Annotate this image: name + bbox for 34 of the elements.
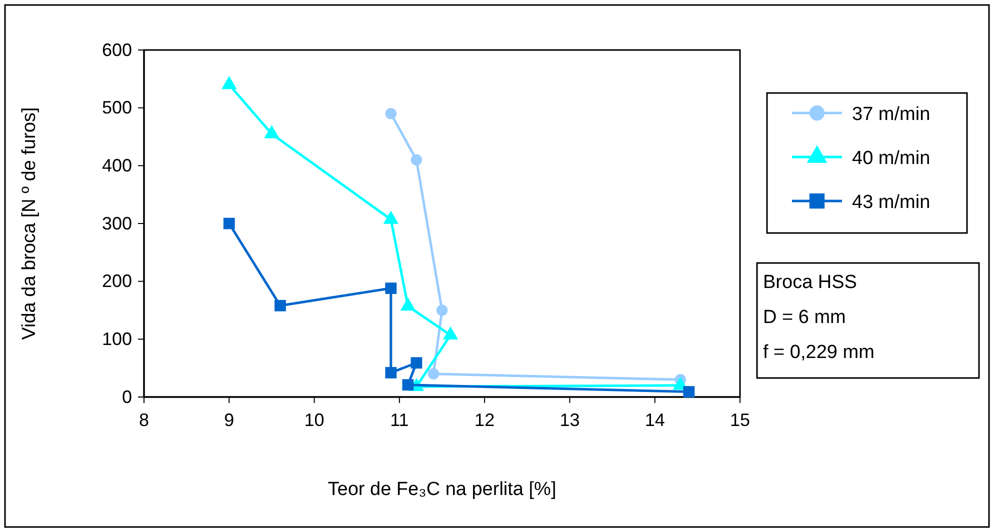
point — [223, 218, 235, 230]
text: D = 6 mm — [763, 307, 846, 328]
x-tick-label: 9 — [224, 410, 234, 430]
point — [385, 108, 397, 120]
y-tick-label: 200 — [102, 271, 132, 292]
x-tick-label: 15 — [730, 410, 750, 430]
x-axis-title: Teor de Fe₃C na perlita [%] — [328, 479, 556, 500]
x-tick-label: 10 — [304, 410, 324, 430]
y-tick-label: 100 — [102, 328, 132, 349]
y-tick-label: 600 — [102, 40, 132, 60]
y-tick-label: 500 — [102, 98, 132, 118]
x-tick-label: 13 — [560, 410, 580, 430]
y-axis-title: Vida da broca [N º de furos] — [19, 107, 40, 340]
x-tick-label: 12 — [474, 410, 495, 430]
point — [428, 368, 440, 380]
point — [385, 367, 397, 378]
y-tick-label: 400 — [102, 155, 132, 176]
text: Broca HSS — [763, 272, 857, 293]
point — [274, 300, 286, 312]
y-tick-label: 300 — [102, 213, 132, 234]
y-tick-label: 0 — [122, 386, 132, 407]
point — [402, 379, 414, 391]
point — [436, 304, 448, 316]
point — [410, 357, 422, 369]
point — [683, 386, 695, 398]
x-tick-label: 11 — [390, 410, 409, 430]
x-tick-label: 8 — [138, 410, 150, 430]
point — [385, 282, 397, 294]
legend-label: 43 m/min — [852, 192, 930, 213]
legend-label: 40 m/min — [852, 148, 930, 169]
legend-label: 37 m/min — [852, 104, 930, 125]
text: f = 0,229 mm — [763, 342, 874, 363]
point — [410, 154, 422, 166]
x-tick-label: 14 — [644, 410, 665, 430]
